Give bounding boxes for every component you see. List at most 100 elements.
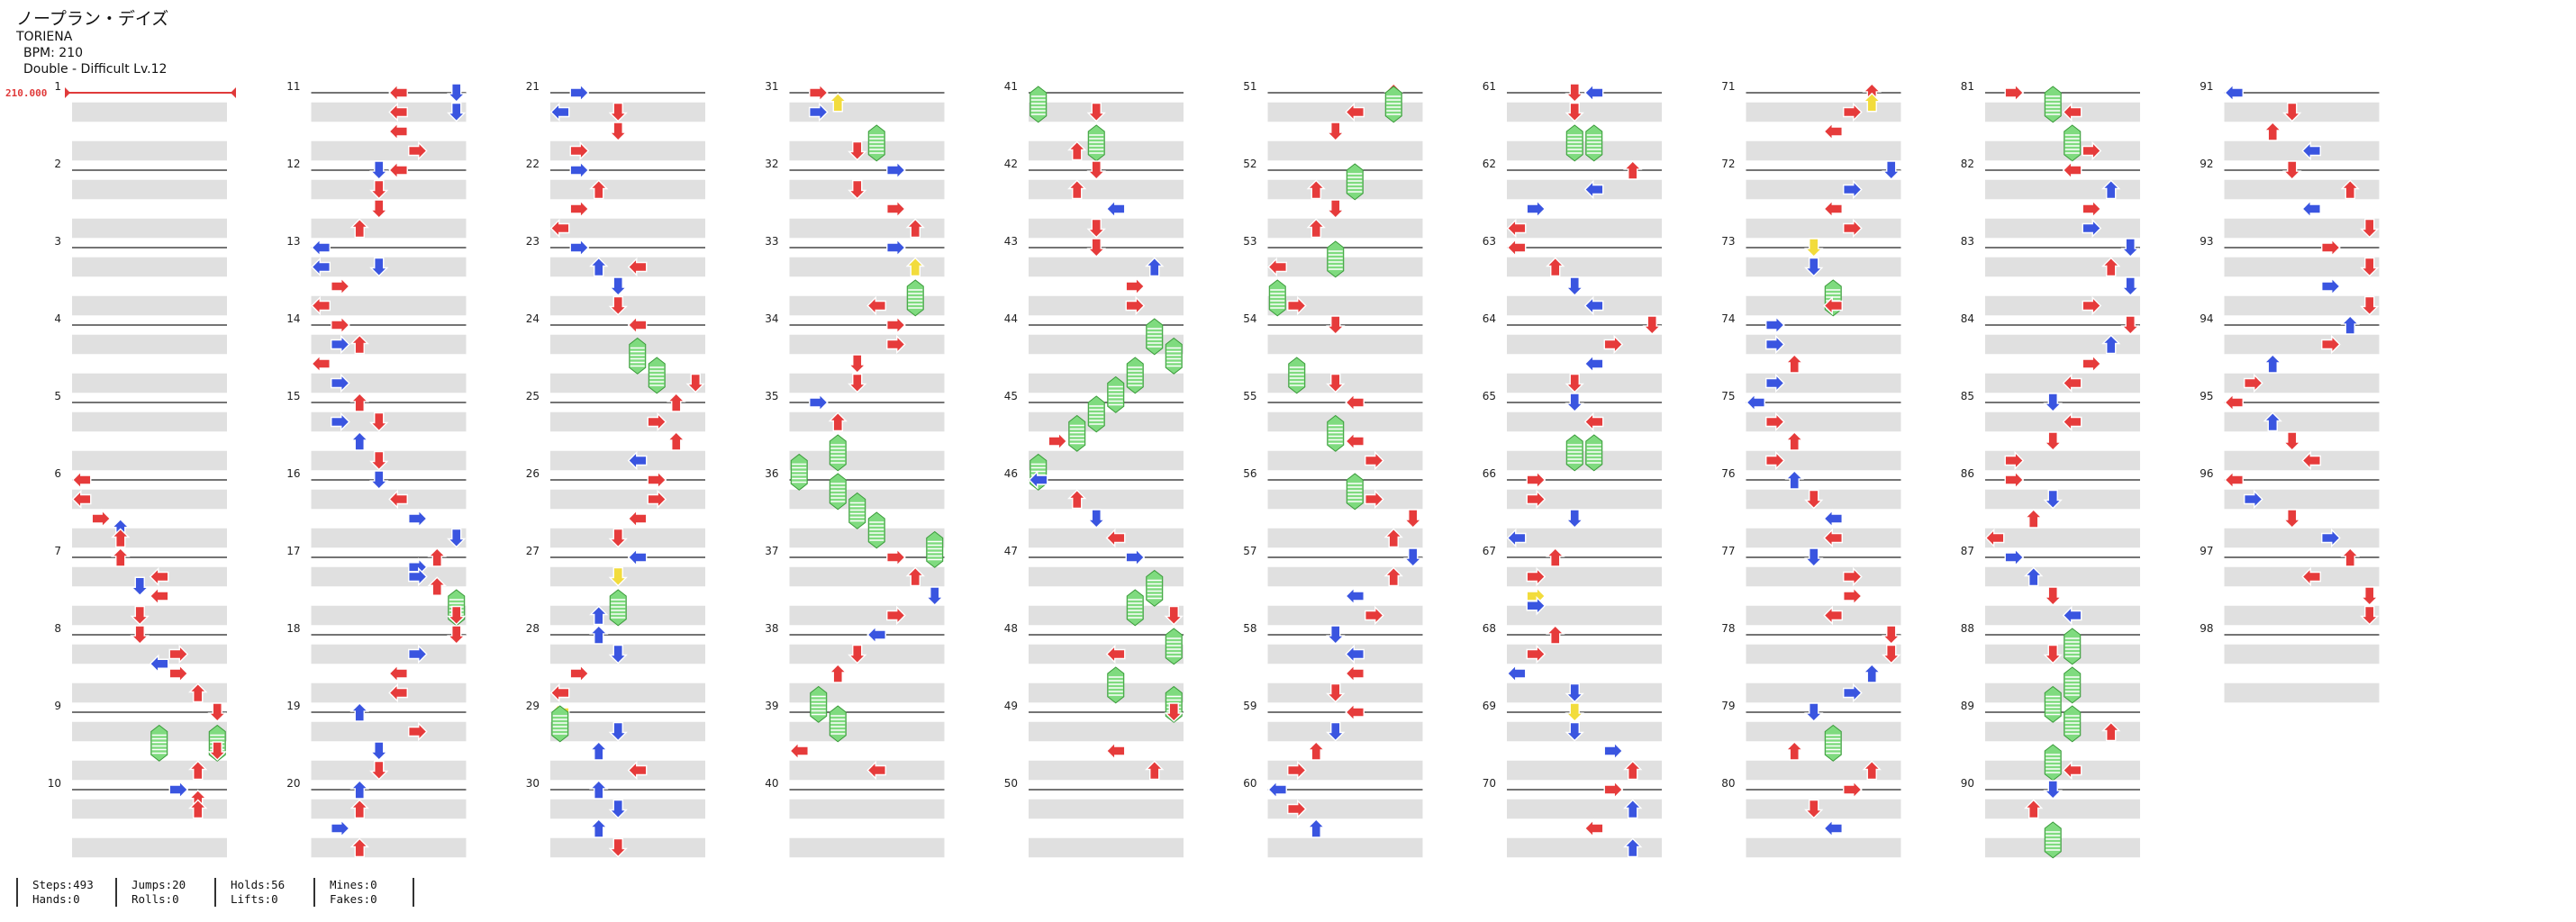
step-arrow bbox=[1287, 295, 1307, 316]
step-arrow bbox=[1784, 470, 1804, 490]
beat-band bbox=[311, 450, 467, 471]
step-arrow bbox=[1105, 199, 1126, 219]
step-arrow bbox=[2043, 489, 2063, 510]
beat-band bbox=[311, 334, 467, 355]
step-arrow bbox=[809, 83, 829, 103]
measure-number: 41 bbox=[1004, 80, 1018, 93]
step-arrow bbox=[369, 450, 389, 471]
step-arrow bbox=[589, 741, 609, 761]
step-arrow bbox=[549, 682, 570, 703]
step-arrow bbox=[1345, 431, 1365, 451]
beat-band bbox=[1029, 218, 1184, 239]
step-arrow bbox=[2082, 199, 2102, 219]
beat-band bbox=[1746, 799, 1901, 819]
measure-block: 98 bbox=[2200, 622, 2380, 703]
step-arrow bbox=[589, 179, 609, 200]
beat-band bbox=[72, 721, 227, 742]
step-arrow bbox=[1565, 509, 1584, 529]
beat-band bbox=[789, 489, 945, 510]
measure-number: 53 bbox=[1243, 235, 1256, 248]
beat-band bbox=[72, 682, 227, 703]
step-arrow bbox=[1506, 664, 1527, 683]
beat-band bbox=[1985, 721, 2140, 742]
step-arrow bbox=[1565, 276, 1584, 296]
hold-note bbox=[790, 453, 808, 491]
step-arrow bbox=[2120, 238, 2140, 258]
measure-block: 84 bbox=[1961, 312, 2140, 393]
step-arrow bbox=[866, 295, 886, 316]
beat-band bbox=[1746, 489, 1901, 510]
step-arrow bbox=[408, 509, 428, 529]
beat-band bbox=[1029, 411, 1184, 432]
stats-bar: Steps:493 Hands:0 Jumps:20 Rolls:0 Holds… bbox=[16, 878, 414, 907]
step-arrow bbox=[2043, 393, 2063, 412]
beat-band bbox=[72, 257, 227, 277]
step-arrow bbox=[1784, 741, 1804, 761]
step-arrow bbox=[608, 721, 628, 742]
hold-note bbox=[906, 279, 924, 317]
step-arrow bbox=[349, 393, 369, 412]
beat-band bbox=[1029, 450, 1184, 471]
beat-band bbox=[311, 179, 467, 200]
beat-band bbox=[789, 799, 945, 819]
measure-number: 20 bbox=[286, 777, 300, 790]
step-arrow bbox=[311, 238, 331, 258]
step-arrow bbox=[1546, 625, 1565, 645]
measure-number: 73 bbox=[1721, 235, 1735, 248]
step-arrow bbox=[2082, 140, 2102, 161]
step-arrow bbox=[2340, 315, 2360, 335]
beat-band bbox=[311, 799, 467, 819]
beat-band bbox=[1985, 179, 2140, 200]
measure-number: 43 bbox=[1004, 235, 1018, 248]
measure-block: 96 bbox=[2200, 467, 2380, 548]
measure-number: 94 bbox=[2200, 312, 2213, 325]
beat-band bbox=[2224, 179, 2380, 200]
beat-band bbox=[1746, 373, 1901, 393]
beat-band bbox=[550, 373, 705, 393]
measure-block: 68 bbox=[1483, 622, 1662, 703]
step-arrow bbox=[608, 276, 628, 296]
beat-band bbox=[72, 450, 227, 471]
step-arrow bbox=[1565, 682, 1584, 703]
hold-note bbox=[2044, 685, 2062, 723]
step-arrow bbox=[2224, 83, 2244, 103]
beat-band bbox=[72, 218, 227, 239]
measure-number: 84 bbox=[1961, 312, 1974, 325]
beat-band bbox=[72, 760, 227, 781]
beat-band bbox=[1267, 411, 1423, 432]
step-arrow bbox=[369, 179, 389, 200]
measure-block: 11 bbox=[286, 80, 467, 161]
step-arrow bbox=[349, 780, 369, 800]
beat-band bbox=[1507, 373, 1662, 393]
step-arrow bbox=[1882, 160, 1901, 180]
step-arrow bbox=[886, 315, 906, 335]
step-arrow bbox=[2062, 373, 2082, 393]
beat-band bbox=[1029, 682, 1184, 703]
beat-band bbox=[1029, 760, 1184, 781]
measure-block: 70 bbox=[1483, 777, 1662, 858]
step-arrow bbox=[349, 218, 369, 239]
measure-block: 42 bbox=[1004, 158, 1184, 239]
beat-band bbox=[2224, 644, 2380, 664]
beat-band bbox=[311, 140, 467, 161]
step-arrow bbox=[149, 586, 169, 606]
step-arrow bbox=[388, 489, 408, 510]
step-arrow bbox=[1623, 760, 1643, 781]
step-arrow bbox=[608, 837, 628, 858]
step-arrow bbox=[2043, 586, 2063, 606]
beat-band bbox=[2224, 682, 2380, 703]
step-arrow bbox=[685, 373, 705, 393]
step-arrow bbox=[1603, 741, 1624, 761]
hold-note bbox=[150, 724, 168, 762]
step-arrow bbox=[647, 470, 667, 490]
beat-band bbox=[1029, 799, 1184, 819]
hold-note bbox=[1029, 86, 1048, 123]
step-arrow bbox=[2062, 605, 2082, 626]
step-arrow bbox=[569, 140, 590, 161]
measure-number: 97 bbox=[2200, 545, 2213, 557]
step-arrow bbox=[608, 799, 628, 819]
step-arrow bbox=[886, 238, 906, 258]
beat-band bbox=[550, 179, 705, 200]
note-layer bbox=[71, 83, 2380, 859]
